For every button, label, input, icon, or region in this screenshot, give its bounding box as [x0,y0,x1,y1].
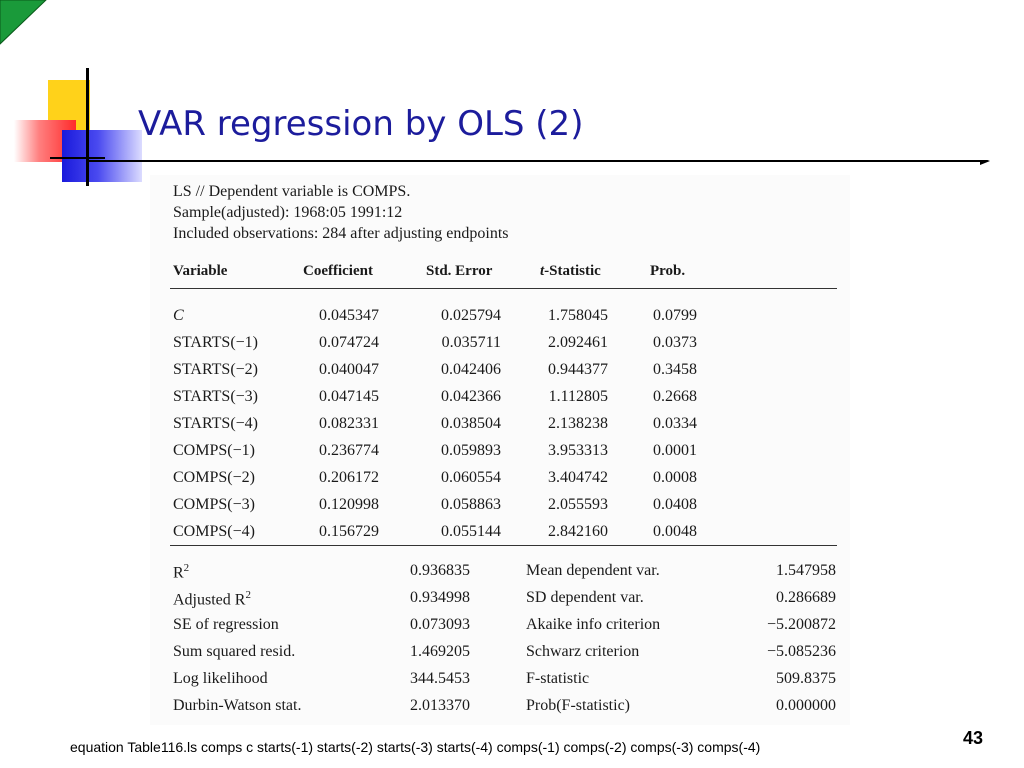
variable-cell: STARTS(−2) [173,361,259,378]
variable-cell: COMPS(−3) [173,496,255,513]
t-statistic-cell: 3.404742 [548,469,608,486]
regression-output: LS // Dependent variable is COMPS. Sampl… [150,175,850,725]
variable-cell: STARTS(−4) [173,415,259,432]
prob-cell: 0.0001 [653,442,697,459]
stat-value: 0.936835 [410,562,470,579]
footer-command: equation Table116.ls comps c starts(-1) … [70,739,761,755]
t-statistic-cell: 2.842160 [548,523,608,540]
prob-cell: 0.0408 [653,496,697,513]
std-error-cell: 0.038504 [441,415,501,432]
stat-value: −5.085236 [766,643,836,660]
variable-cell: STARTS(−1) [173,334,259,351]
stat-label: R2 [173,562,190,582]
vertical-line-decoration [86,68,89,186]
slide-title: VAR regression by OLS (2) [138,104,584,144]
output-header-line: LS // Dependent variable is COMPS. [173,183,411,200]
prob-cell: 0.0373 [653,334,697,351]
stat-label: Schwarz criterion [526,643,640,660]
stat-value: 344.5453 [410,670,470,687]
std-error-cell: 0.058863 [441,496,501,513]
stat-label: Adjusted R2 [173,589,251,609]
stat-label: F-statistic [526,670,590,687]
variable-cell: COMPS(−1) [173,442,255,459]
stat-value: 0.934998 [410,589,470,606]
stat-value: 0.073093 [410,616,470,633]
table-rule [170,288,837,289]
variable-cell: COMPS(−4) [173,523,255,540]
variable-cell: STARTS(−3) [173,388,259,405]
coefficient-cell: 0.040047 [319,361,379,378]
stat-label: Mean dependent var. [526,562,660,579]
stat-label: Akaike info criterion [526,616,661,633]
std-error-cell: 0.055144 [441,523,501,540]
page-number: 43 [963,728,984,748]
t-statistic-cell: 1.112805 [548,388,608,405]
std-error-cell: 0.042366 [441,388,501,405]
t-statistic-cell: 2.092461 [548,334,608,351]
stat-value: 0.000000 [776,697,836,714]
prob-cell: 0.0799 [653,307,697,324]
coefficient-cell: 0.074724 [319,334,379,351]
stat-label: SD dependent var. [526,589,644,606]
variable-cell: COMPS(−2) [173,469,255,486]
column-header-prob: Prob. [650,263,686,279]
std-error-cell: 0.035711 [441,334,501,351]
output-header-line: Included observations: 284 after adjusti… [173,225,509,242]
blue-square-decoration [62,130,142,182]
coefficient-cell: 0.156729 [319,523,379,540]
stat-label: SE of regression [173,616,279,633]
prob-cell: 0.0008 [653,469,697,486]
t-statistic-cell: 2.138238 [548,415,608,432]
coefficient-cell: 0.047145 [319,388,379,405]
t-statistic-cell: 1.758045 [548,307,608,324]
prob-cell: 0.0334 [653,415,697,432]
stat-value: −5.200872 [766,616,836,633]
stat-label: Prob(F-statistic) [526,697,630,714]
t-statistic-cell: 0.944377 [548,361,608,378]
coefficient-cell: 0.045347 [319,307,379,324]
stat-value: 1.547958 [776,562,836,579]
stat-label: Sum squared resid. [173,643,296,660]
output-header-line: Sample(adjusted): 1968:05 1991:12 [173,204,403,221]
column-header-variable: Variable [173,263,228,279]
stat-value: 0.286689 [776,589,836,606]
variable-cell: C [173,307,184,324]
t-statistic-cell: 2.055593 [548,496,608,513]
horizontal-line-decoration [50,157,105,159]
std-error-cell: 0.059893 [441,442,501,459]
stat-label: Durbin-Watson stat. [173,697,302,714]
column-header-std-error: Std. Error [426,263,493,279]
title-underline-arrow [88,160,990,165]
prob-cell: 0.0048 [653,523,697,540]
coefficient-cell: 0.206172 [319,469,379,486]
corner-triangle-decoration [0,0,47,45]
stat-value: 509.8375 [776,670,836,687]
table-rule [170,545,837,546]
std-error-cell: 0.060554 [441,469,501,486]
column-header-coefficient: Coefficient [303,263,373,279]
prob-cell: 0.3458 [653,361,697,378]
column-header-t-statistic: t-Statistic [540,263,601,279]
coefficient-cell: 0.082331 [319,415,379,432]
std-error-cell: 0.025794 [441,307,501,324]
stat-value: 1.469205 [410,643,470,660]
coefficient-cell: 0.236774 [319,442,379,459]
t-statistic-cell: 3.953313 [548,442,608,459]
stat-label: Log likelihood [173,670,268,687]
coefficient-cell: 0.120998 [319,496,379,513]
stat-value: 2.013370 [410,697,470,714]
std-error-cell: 0.042406 [441,361,501,378]
prob-cell: 0.2668 [653,388,697,405]
